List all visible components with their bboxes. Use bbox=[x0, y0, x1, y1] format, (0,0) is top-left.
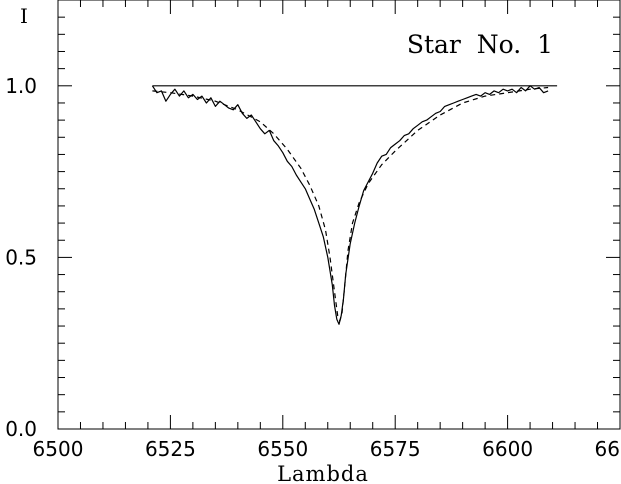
y-tick-label: 0.5 bbox=[5, 245, 37, 269]
x-tick-labels: 6500 6525 6550 6575 6600 6625 bbox=[33, 437, 621, 461]
x-tick-label: 6500 bbox=[33, 437, 84, 461]
x-tick-label: 6525 bbox=[145, 437, 196, 461]
plot-frame bbox=[57, 0, 621, 430]
x-tick-label: 6600 bbox=[482, 437, 533, 461]
axis-ticks bbox=[57, 0, 621, 430]
series-group bbox=[151, 85, 558, 325]
y-tick-label: 1.0 bbox=[5, 74, 37, 98]
series-line-solid bbox=[151, 85, 549, 325]
series-line-dashed bbox=[152, 86, 549, 322]
star-annotation: Star No. 1 bbox=[407, 30, 553, 59]
y-tick-labels: 0.0 0.5 1.0 bbox=[5, 74, 37, 441]
x-tick-label: 6550 bbox=[257, 437, 308, 461]
x-axis-label: Lambda bbox=[277, 462, 369, 484]
y-axis-label: I bbox=[20, 4, 28, 28]
y-tick-label: 0.0 bbox=[5, 417, 37, 441]
x-tick-label: 6625 bbox=[595, 437, 621, 461]
x-tick-label: 6575 bbox=[370, 437, 421, 461]
